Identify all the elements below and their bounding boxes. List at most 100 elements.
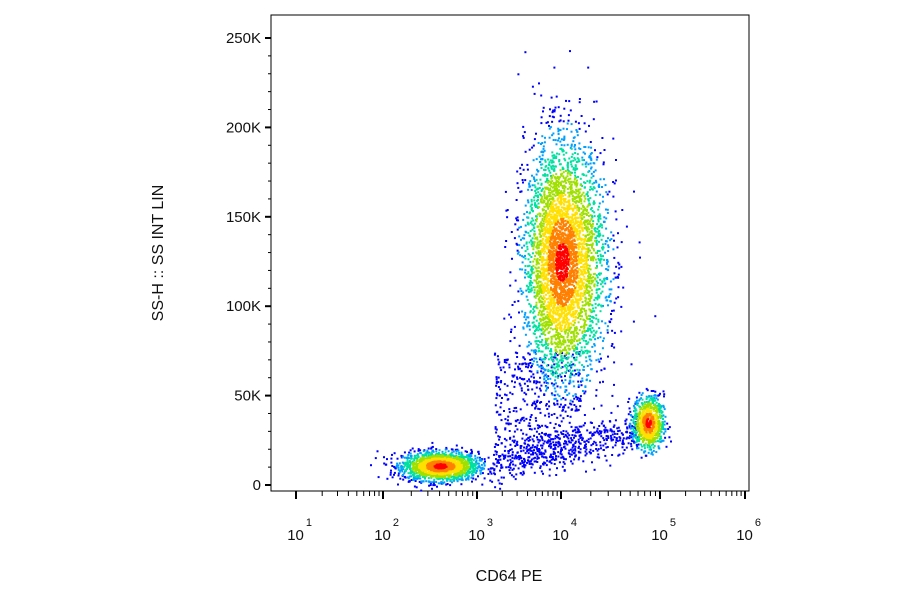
event-point: [640, 394, 643, 396]
event-point: [577, 408, 580, 411]
event-point: [598, 250, 601, 253]
event-point: [590, 152, 593, 154]
event-point: [584, 182, 587, 184]
event-point: [602, 161, 605, 164]
event-point: [592, 186, 595, 189]
event-point: [559, 119, 562, 122]
event-point: [602, 339, 604, 342]
event-point: [453, 473, 456, 476]
event-point: [519, 456, 522, 459]
event-point: [555, 370, 557, 373]
event-point: [554, 435, 557, 437]
event-point: [588, 220, 591, 223]
event-point: [535, 219, 537, 222]
event-point: [548, 205, 551, 208]
event-point: [585, 212, 588, 215]
event-point: [598, 213, 601, 216]
event-point: [538, 280, 540, 283]
event-point: [664, 415, 667, 418]
event-point: [551, 369, 554, 372]
event-point: [561, 335, 564, 338]
event-point: [540, 328, 543, 331]
event-point: [577, 431, 580, 434]
event-point: [400, 467, 403, 470]
event-point: [614, 276, 617, 279]
event-point: [511, 456, 514, 459]
event-point: [545, 179, 548, 182]
event-point: [585, 302, 588, 305]
event-point: [563, 364, 566, 367]
event-point: [551, 456, 554, 458]
event-point: [562, 192, 565, 195]
event-point: [551, 134, 554, 137]
event-point: [518, 382, 521, 385]
event-point: [541, 439, 544, 442]
event-point: [519, 287, 522, 290]
event-point: [563, 185, 566, 188]
event-point: [603, 258, 606, 261]
event-point: [526, 299, 529, 301]
event-point: [546, 121, 549, 124]
event-point: [593, 227, 596, 230]
event-point: [505, 466, 508, 469]
event-point: [588, 298, 591, 301]
event-point: [513, 457, 516, 460]
event-point: [599, 217, 602, 220]
event-point: [583, 304, 586, 307]
event-point: [426, 449, 429, 452]
event-point: [526, 211, 528, 214]
event-point: [510, 474, 513, 477]
event-point: [656, 440, 659, 443]
event-point: [637, 429, 640, 432]
event-point: [527, 288, 530, 291]
event-point: [566, 436, 569, 439]
event-point: [531, 228, 534, 231]
event-point: [616, 427, 619, 430]
event-point: [553, 169, 556, 172]
event-point: [564, 341, 567, 344]
event-point: [500, 419, 503, 422]
event-point: [556, 354, 559, 357]
event-point: [572, 136, 575, 139]
event-point: [595, 181, 598, 184]
event-point: [544, 414, 547, 417]
event-point: [534, 456, 537, 459]
event-point: [553, 403, 556, 406]
event-point: [653, 445, 656, 447]
event-point: [504, 246, 507, 248]
event-point: [450, 454, 453, 457]
event-point: [636, 404, 639, 407]
event-point: [538, 381, 541, 384]
event-point: [443, 454, 446, 457]
event-point: [629, 410, 632, 413]
event-point: [574, 393, 577, 396]
event-point: [601, 285, 604, 288]
event-point: [542, 456, 545, 459]
event-point: [422, 480, 425, 483]
event-point: [564, 385, 567, 388]
event-point: [457, 449, 460, 452]
event-point: [483, 477, 486, 480]
event-point: [576, 368, 579, 371]
event-point: [587, 341, 590, 344]
event-point: [581, 304, 584, 307]
event-point: [593, 431, 596, 434]
event-point: [597, 431, 600, 434]
event-point: [538, 240, 541, 243]
event-point: [572, 363, 575, 366]
event-point: [555, 143, 558, 146]
event-point: [603, 439, 606, 442]
event-point: [544, 317, 547, 319]
event-point: [507, 466, 510, 469]
event-point: [578, 199, 581, 202]
event-point: [564, 375, 566, 378]
event-point: [529, 205, 532, 208]
event-point: [575, 310, 578, 312]
event-point: [556, 385, 559, 388]
event-point: [502, 366, 505, 369]
event-point: [524, 442, 527, 445]
event-point: [447, 477, 450, 480]
event-point: [391, 465, 394, 467]
event-point: [585, 443, 587, 446]
event-point: [638, 427, 641, 430]
